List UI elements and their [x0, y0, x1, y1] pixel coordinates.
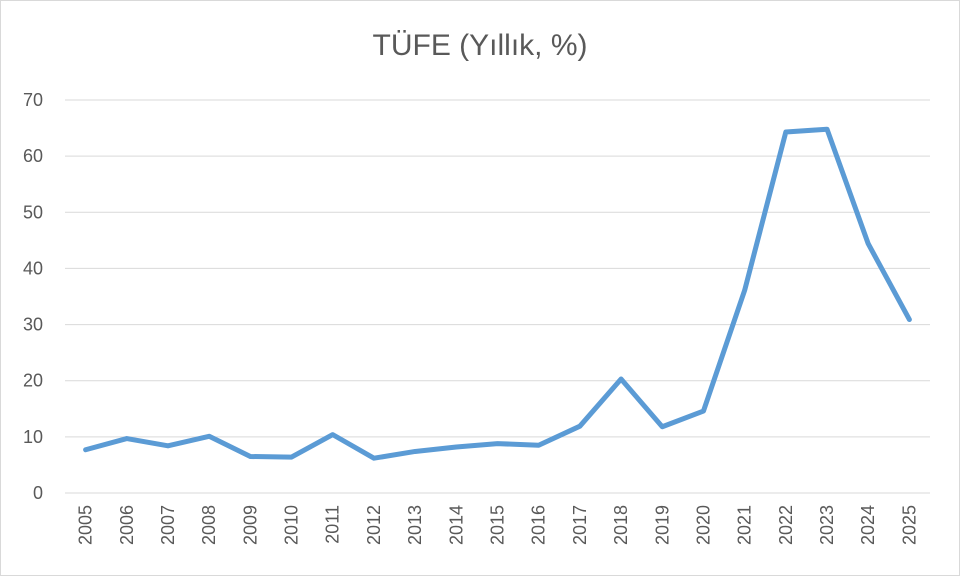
y-tick-label: 40	[23, 258, 43, 278]
x-tick-label: 2025	[899, 505, 919, 545]
y-tick-label: 10	[23, 427, 43, 447]
series-layer	[83, 126, 912, 461]
y-tick-label: 50	[23, 202, 43, 222]
x-tick-label: 2010	[282, 505, 302, 545]
x-tick-label: 2020	[693, 505, 713, 545]
y-axis-ticks: 0 10 20 30 40 50 60 70	[23, 90, 43, 503]
x-tick-label: 2015	[488, 505, 508, 545]
chart-title: TÜFE (Yıllık, %)	[373, 29, 588, 62]
x-tick-label: 2022	[776, 505, 796, 545]
x-tick-label: 2013	[405, 505, 425, 545]
x-tick-label: 2008	[199, 505, 219, 545]
y-tick-label: 30	[23, 315, 43, 335]
y-tick-label: 0	[33, 483, 43, 503]
x-tick-label: 2012	[364, 505, 384, 545]
x-tick-label: 2019	[652, 505, 672, 545]
x-tick-label: 2011	[323, 505, 343, 544]
x-tick-label: 2014	[446, 505, 466, 545]
x-tick-label: 2023	[817, 505, 837, 545]
x-tick-label: 2017	[570, 505, 590, 545]
x-tick-label: 2009	[240, 505, 260, 545]
y-tick-label: 60	[23, 146, 43, 166]
x-tick-label: 2024	[858, 505, 878, 545]
x-axis-ticks: 2005 2006 2007 2008 2009 2010 2011 2012 2013 2014…	[76, 505, 920, 545]
x-tick-label: 2007	[158, 505, 178, 545]
y-tick-label: 20	[23, 371, 43, 391]
y-tick-label: 70	[23, 90, 43, 110]
series-line	[83, 126, 912, 461]
gridlines	[65, 99, 930, 494]
x-tick-label: 2018	[611, 505, 631, 545]
x-tick-label: 2016	[529, 505, 549, 545]
x-tick-label: 2021	[735, 505, 755, 545]
x-tick-label: 2005	[76, 505, 96, 545]
x-tick-label: 2006	[117, 505, 137, 545]
